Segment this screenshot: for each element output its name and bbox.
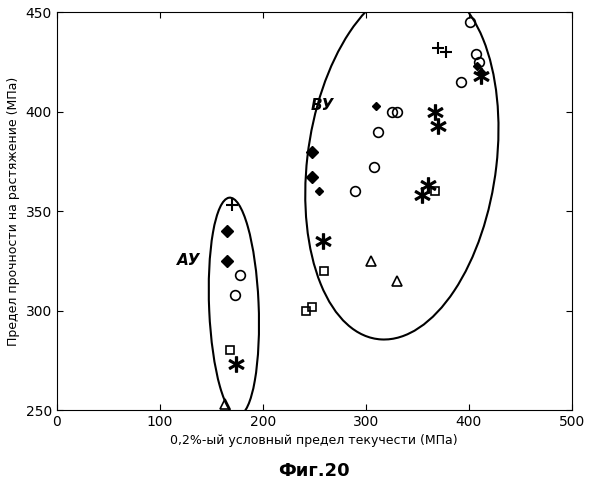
Text: ВУ: ВУ <box>311 98 334 114</box>
Text: АУ: АУ <box>177 254 200 268</box>
Y-axis label: Предел прочности на растяжение (МПа): Предел прочности на растяжение (МПа) <box>7 76 20 346</box>
X-axis label: 0,2%-ый условный предел текучести (МПа): 0,2%-ый условный предел текучести (МПа) <box>170 434 458 448</box>
Text: Фиг.20: Фиг.20 <box>278 462 350 480</box>
